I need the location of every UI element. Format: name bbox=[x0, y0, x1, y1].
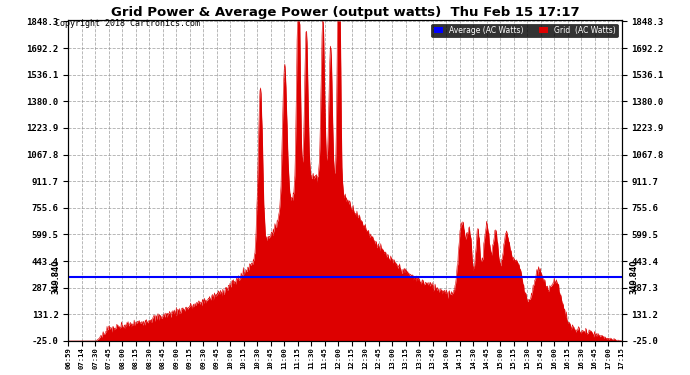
Title: Grid Power & Average Power (output watts)  Thu Feb 15 17:17: Grid Power & Average Power (output watts… bbox=[110, 6, 580, 18]
Text: Copyright 2018 Cartronics.com: Copyright 2018 Cartronics.com bbox=[55, 19, 200, 28]
Text: 349.840: 349.840 bbox=[52, 260, 61, 294]
Text: 349.840: 349.840 bbox=[629, 260, 638, 294]
Legend: Average (AC Watts), Grid  (AC Watts): Average (AC Watts), Grid (AC Watts) bbox=[431, 24, 618, 37]
